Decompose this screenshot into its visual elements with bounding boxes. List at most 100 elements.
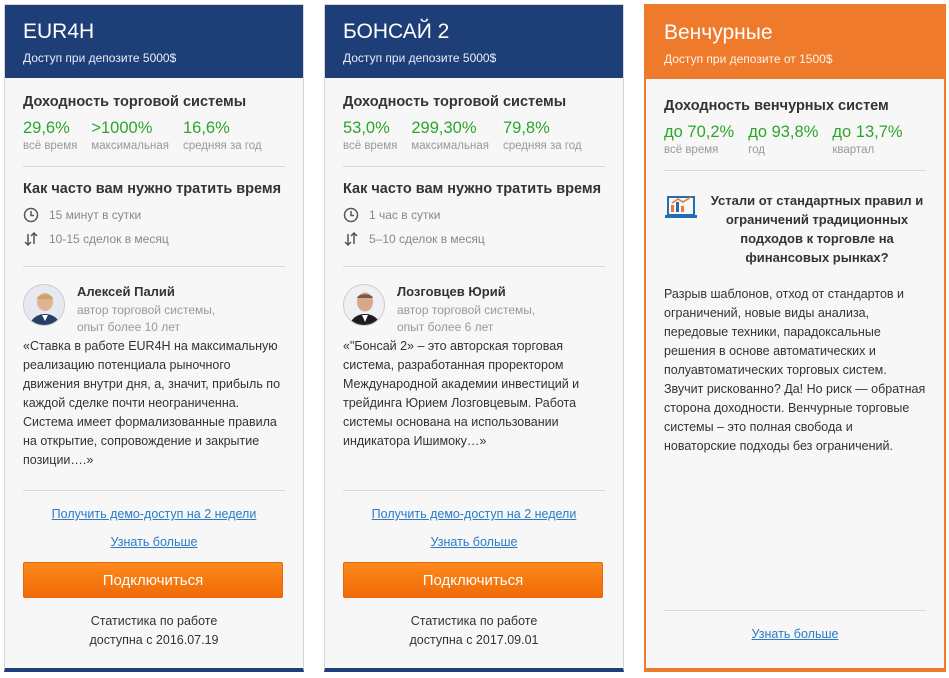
card-header: Венчурные Доступ при депозите от 1500$ <box>646 6 944 79</box>
stat-year-avg: 16,6% средняя за год <box>183 118 262 152</box>
card-body: Доходность торговой системы 29,6% всё вр… <box>5 94 303 650</box>
divider <box>23 166 285 167</box>
learn-more-link[interactable]: Узнать больше <box>110 535 198 549</box>
author: Алексей Палий автор торговой системы, оп… <box>23 284 285 336</box>
author-info: Алексей Палий автор торговой системы, оп… <box>77 284 215 336</box>
yield-title: Доходность торговой системы <box>23 94 247 110</box>
stat-quarter: до 13,7% квартал <box>832 122 902 156</box>
stat-value: >1000% <box>91 119 153 137</box>
clock-icon <box>343 207 359 223</box>
stat-value: 29,6% <box>23 119 70 137</box>
stat-value: 16,6% <box>182 119 230 137</box>
card-venture: Венчурные Доступ при депозите от 1500$ Д… <box>644 4 946 672</box>
clock-icon <box>23 207 39 223</box>
stat-max: 299,30% максимальная <box>411 118 489 152</box>
stat-value: до 93,8% <box>748 123 819 141</box>
divider <box>664 610 926 611</box>
yield-title: Доходность торговой системы <box>343 94 567 110</box>
yield-stats: 53,0% всё время 299,30% максимальная 79,… <box>343 118 605 152</box>
connect-button[interactable]: Подключиться <box>343 562 603 598</box>
card-header: БОНСАЙ 2 Доступ при депозите 5000$ <box>325 5 623 78</box>
promo-text: Разрыв шаблонов, отход от стандартов и о… <box>664 287 926 453</box>
divider <box>343 266 605 267</box>
author-quote: «Ставка в работе EUR4H на максимальную р… <box>23 339 281 467</box>
author-name: Лозговцев Юрий <box>397 284 506 299</box>
stat-year-avg: 79,8% средняя за год <box>503 118 582 152</box>
stat-label: средняя за год <box>502 140 582 152</box>
deals-row: 5–10 сделок в месяц <box>343 231 605 247</box>
stats-note-line-2: доступна с 2017.09.01 <box>409 633 539 647</box>
stat-value: 79,8% <box>502 119 550 137</box>
stats-note-line-2: доступна с 2016.07.19 <box>89 633 219 647</box>
card-subtitle: Доступ при депозите 5000$ <box>23 51 177 65</box>
divider <box>343 490 605 491</box>
promo: Устали от стандартных правил и ограничен… <box>664 191 926 267</box>
card-title: EUR4H <box>23 20 95 43</box>
avatar <box>343 284 385 326</box>
deals-per-month: 10-15 сделок в месяц <box>49 232 169 246</box>
author-name: Алексей Палий <box>77 284 175 299</box>
promo-title: Устали от стандартных правил и ограничен… <box>710 193 924 265</box>
stat-label: всё время <box>23 140 78 152</box>
time-per-day-row: 15 минут в сутки <box>23 207 285 223</box>
stat-all-time: до 70,2% всё время <box>664 122 734 156</box>
author-info: Лозговцев Юрий автор торговой системы, о… <box>397 284 535 336</box>
stat-year: до 93,8% год <box>748 122 818 156</box>
stat-label: максимальная <box>411 140 489 152</box>
yield-stats: до 70,2% всё время до 93,8% год до 13,7%… <box>664 122 926 156</box>
divider <box>23 490 285 491</box>
yield-title: Доходность венчурных систем <box>664 98 889 114</box>
stat-label: квартал <box>832 144 875 156</box>
avatar <box>23 284 65 326</box>
time-per-day: 15 минут в сутки <box>49 208 142 222</box>
author-role: автор торговой системы, <box>397 303 536 317</box>
trading-chart-icon <box>665 196 697 218</box>
stat-all-time: 53,0% всё время <box>343 118 397 152</box>
card-title: Венчурные <box>664 21 773 44</box>
stats-note: Статистика по работе доступна с 2017.09.… <box>343 612 605 650</box>
card-subtitle: Доступ при депозите 5000$ <box>343 51 497 65</box>
stats-note-line-1: Статистика по работе <box>410 614 538 628</box>
card-header: EUR4H Доступ при депозите 5000$ <box>5 5 303 78</box>
author-experience: опыт более 10 лет <box>77 320 181 334</box>
stat-value: 299,30% <box>411 119 477 137</box>
stats-note: Статистика по работе доступна с 2016.07.… <box>23 612 285 650</box>
stat-label: максимальная <box>91 140 169 152</box>
stat-label: средняя за год <box>182 140 262 152</box>
card-bonsai-2: БОНСАЙ 2 Доступ при депозите 5000$ Доход… <box>324 4 624 672</box>
time-title: Как часто вам нужно тратить время <box>343 181 602 197</box>
stat-value: 53,0% <box>343 119 390 137</box>
divider <box>343 166 605 167</box>
time-title: Как часто вам нужно тратить время <box>23 181 282 197</box>
stat-label: всё время <box>343 140 398 152</box>
time-per-day-row: 1 час в сутки <box>343 207 605 223</box>
up-down-arrows-icon <box>344 231 358 247</box>
stat-value: до 70,2% <box>664 123 735 141</box>
deals-per-month: 5–10 сделок в месяц <box>369 232 485 246</box>
author-role: автор торговой системы, <box>77 303 216 317</box>
up-down-arrows-icon <box>24 231 38 247</box>
time-per-day: 1 час в сутки <box>369 208 441 222</box>
demo-access-link[interactable]: Получить демо-доступ на 2 недели <box>371 507 577 521</box>
divider <box>23 266 285 267</box>
stats-note-line-1: Статистика по работе <box>90 614 218 628</box>
card-title: БОНСАЙ 2 <box>343 20 450 43</box>
deals-row: 10-15 сделок в месяц <box>23 231 285 247</box>
stat-label: год <box>748 144 765 156</box>
card-eur4h: EUR4H Доступ при депозите 5000$ Доходнос… <box>4 4 304 672</box>
stat-all-time: 29,6% всё время <box>23 118 77 152</box>
author-experience: опыт более 6 лет <box>397 320 494 334</box>
author-quote: «"Бонсай 2» – это авторская торговая сис… <box>343 339 580 448</box>
card-body: Доходность венчурных систем до 70,2% всё… <box>646 98 944 641</box>
stat-value: до 13,7% <box>832 123 903 141</box>
card-subtitle: Доступ при депозите от 1500$ <box>664 52 833 66</box>
yield-stats: 29,6% всё время >1000% максимальная 16,6… <box>23 118 285 152</box>
connect-button[interactable]: Подключиться <box>23 562 283 598</box>
author: Лозговцев Юрий автор торговой системы, о… <box>343 284 605 336</box>
stat-label: всё время <box>664 144 719 156</box>
learn-more-link[interactable]: Узнать больше <box>430 535 518 549</box>
demo-access-link[interactable]: Получить демо-доступ на 2 недели <box>51 507 257 521</box>
divider <box>664 170 926 171</box>
learn-more-link[interactable]: Узнать больше <box>751 627 839 641</box>
card-body: Доходность торговой системы 53,0% всё вр… <box>325 94 623 650</box>
